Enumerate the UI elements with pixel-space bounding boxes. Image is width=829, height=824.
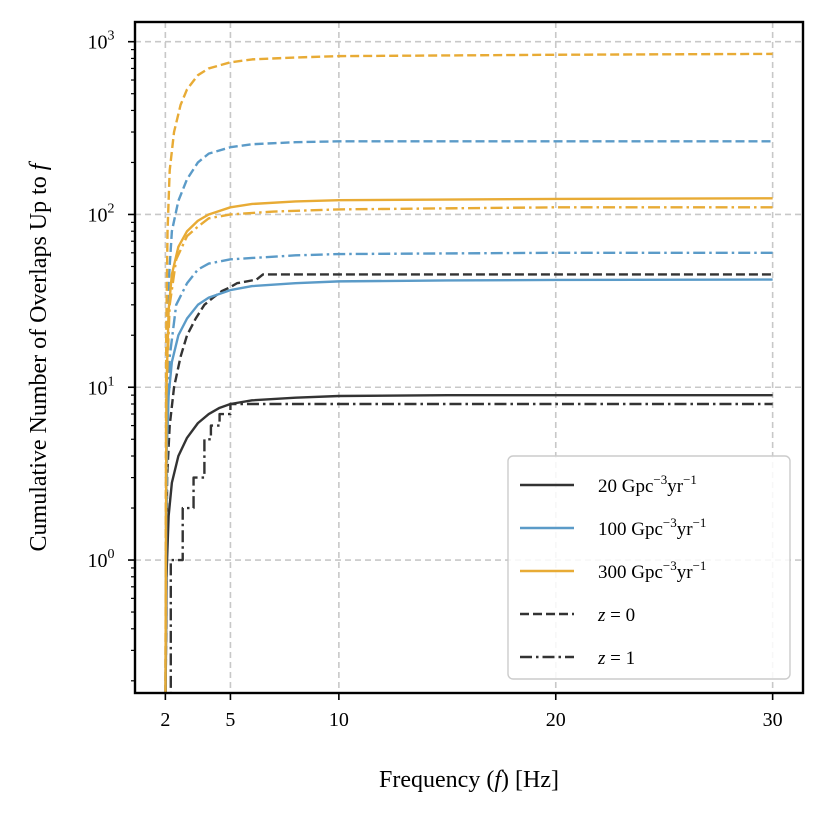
series-line-4: [164, 52, 773, 693]
y-tick-exponent: 0: [108, 547, 115, 562]
legend-exponent: −3: [663, 515, 677, 530]
x-axis-label-variable: f: [494, 767, 504, 793]
y-tick-label: 103: [88, 29, 115, 54]
x-axis-label: Frequency (f) [Hz]: [379, 767, 559, 793]
series-line-0: [164, 273, 773, 693]
x-tick-label: 10: [329, 709, 349, 731]
legend-variable: z: [597, 648, 606, 669]
series-line-3: [164, 251, 773, 693]
y-tick-label: 101: [88, 374, 115, 399]
series-line-7: [164, 278, 773, 693]
legend-exponent: −3: [653, 472, 667, 487]
legend-unit: yr: [677, 562, 694, 583]
y-axis-label-text: Cumulative Number of Overlaps Up to: [26, 170, 52, 551]
x-tick-label: 5: [225, 709, 235, 731]
y-tick-exponent: 1: [108, 374, 115, 389]
y-axis-label: Cumulative Number of Overlaps Up to f: [26, 160, 52, 551]
x-tick-label: 2: [160, 709, 170, 731]
series-line-8: [164, 197, 773, 693]
y-tick-base: 10: [88, 32, 108, 54]
y-tick-base: 10: [88, 204, 108, 226]
y-tick-exponent: 2: [108, 201, 115, 216]
data-series-group: [164, 52, 773, 693]
legend-relation: = 0: [605, 605, 635, 626]
legend-variable: z: [597, 605, 606, 626]
y-tick-label: 102: [88, 201, 115, 226]
legend-label: 300 Gpc−3yr−1: [598, 558, 706, 583]
legend-exponent: −1: [693, 558, 707, 573]
series-line-2: [164, 140, 773, 693]
series-line-1: [169, 402, 773, 693]
legend-rate-value: 100 Gpc: [598, 519, 663, 540]
series-line-6: [164, 393, 773, 693]
legend-exponent: −1: [683, 472, 697, 487]
y-tick-base: 10: [88, 377, 108, 399]
legend-exponent: −3: [663, 558, 677, 573]
plot-frame: [133, 20, 805, 695]
legend-rate-value: 20 Gpc: [598, 476, 653, 497]
y-tick-exponent: 3: [108, 29, 115, 44]
legend-label: z = 1: [597, 648, 635, 669]
x-axis-label-text: Frequency (: [379, 767, 494, 793]
legend-relation: = 1: [605, 648, 635, 669]
x-axis-label-text: ) [Hz]: [501, 767, 559, 793]
grid-lines: [135, 22, 803, 693]
legend-label: z = 0: [597, 605, 635, 626]
legend-label: 100 Gpc−3yr−1: [598, 515, 706, 540]
x-tick-label: 30: [763, 709, 783, 731]
x-tick-label: 20: [546, 709, 566, 731]
y-axis-label-variable: f: [26, 160, 52, 170]
legend-box: [507, 455, 791, 680]
y-tick-base: 10: [88, 550, 108, 572]
legend-unit: yr: [677, 519, 694, 540]
legend-unit: yr: [667, 476, 684, 497]
legend-label: 20 Gpc−3yr−1: [598, 472, 697, 497]
legend-exponent: −1: [693, 515, 707, 530]
legend-rate-value: 300 Gpc: [598, 562, 663, 583]
y-tick-label: 100: [88, 547, 115, 572]
